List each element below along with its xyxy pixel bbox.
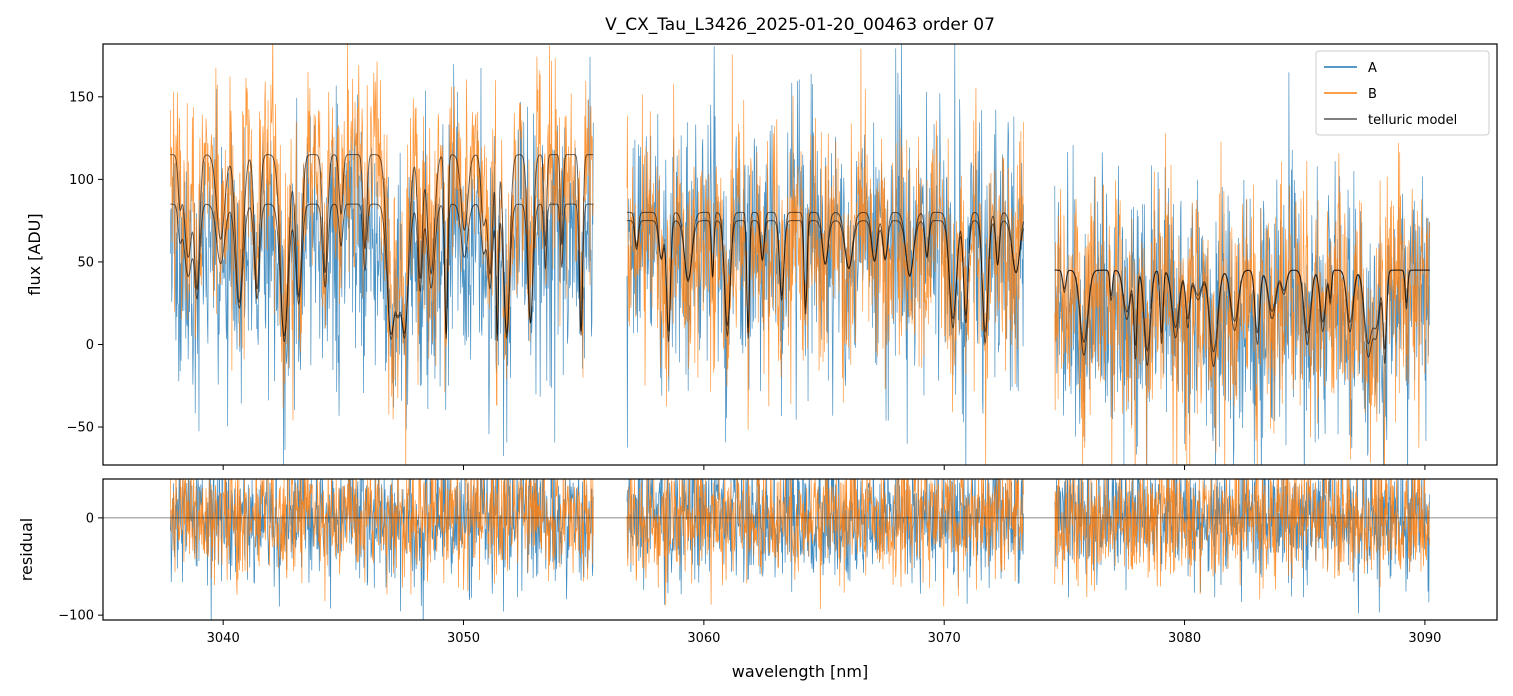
telluric-model-a-segment-2 — [626, 220, 1025, 334]
legend-label-b: B — [1368, 87, 1377, 102]
flux-y-tick-label: 50 — [77, 255, 94, 270]
flux-y-tick-label: −50 — [67, 421, 94, 436]
residual-b-segment-2 — [626, 479, 1024, 610]
x-tick-label: 3090 — [1408, 631, 1441, 646]
legend-box — [1315, 50, 1490, 136]
series-b-segment-2 — [626, 48, 1024, 465]
residual-panel: −100 0 3040 3050 3060 3070 3080 3090 residual — [17, 478, 1498, 646]
flux-panel: −50 0 50 100 150 flux [ADU] — [25, 43, 1498, 470]
telluric-model-a-segment-1 — [170, 203, 594, 337]
flux-y-tick-label: 0 — [86, 338, 94, 353]
residual-b-segment-1 — [169, 479, 594, 602]
flux-axes-frame — [102, 43, 1498, 466]
x-axis-label: wavelength [nm] — [732, 662, 869, 681]
x-tick-label: 3080 — [1168, 631, 1201, 646]
x-tick-label: 3040 — [207, 631, 240, 646]
telluric-model-b-segment-1 — [170, 154, 594, 343]
series-b-segment-3 — [1054, 133, 1431, 465]
residual-axes-frame — [102, 478, 1498, 621]
legend: A B telluric model — [1315, 50, 1490, 136]
legend-label-model: telluric model — [1368, 113, 1457, 128]
chart-title: V_CX_Tau_L3426_2025-01-20_00463 order 07 — [605, 15, 995, 35]
residual-y-axis-label: residual — [17, 518, 36, 581]
legend-label-a: A — [1368, 61, 1377, 76]
residual-y-tick-label: 0 — [86, 511, 94, 526]
series-b-segment-1 — [169, 44, 594, 465]
telluric-model-a-segment-3 — [1054, 269, 1430, 353]
flux-y-tick-label: 150 — [69, 90, 94, 105]
residual-b-segment-3 — [1054, 479, 1431, 600]
flux-y-axis-label: flux [ADU] — [25, 213, 44, 295]
x-tick-label: 3060 — [687, 631, 720, 646]
x-tick-label: 3070 — [928, 631, 961, 646]
x-tick-label: 3050 — [447, 631, 480, 646]
flux-y-tick-label: 100 — [69, 173, 94, 188]
residual-y-tick-label: −100 — [58, 609, 94, 624]
